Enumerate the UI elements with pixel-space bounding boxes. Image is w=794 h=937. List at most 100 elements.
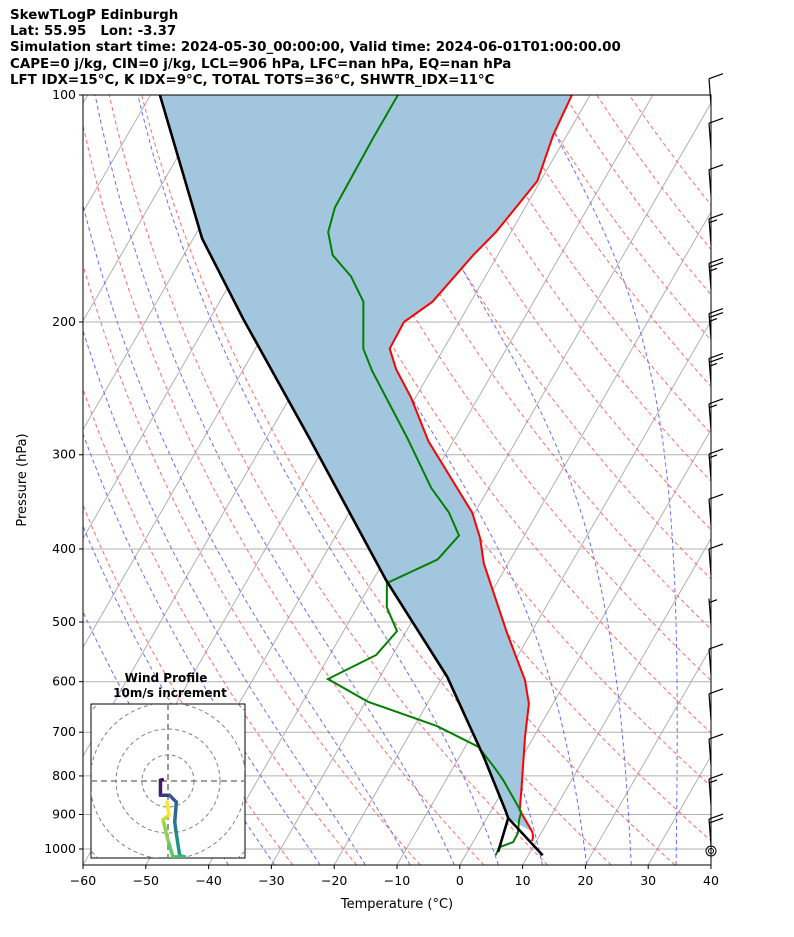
calm-wind-inner-circle bbox=[708, 848, 714, 854]
wind-barb bbox=[708, 598, 718, 625]
hodograph-segment bbox=[173, 800, 179, 824]
dry-adiabat-line bbox=[83, 263, 421, 865]
y-tick-label: 1000 bbox=[44, 841, 76, 856]
moist-adiabat-line bbox=[83, 329, 366, 865]
y-tick-label: 600 bbox=[52, 674, 76, 689]
dry-adiabat-line bbox=[531, 95, 711, 342]
hodograph-segment bbox=[161, 817, 170, 843]
y-tick-label: 100 bbox=[52, 87, 76, 102]
hodograph-subtitle: 10m/s increment bbox=[113, 686, 227, 700]
wind-barb-full bbox=[708, 448, 724, 455]
wind-barb-full bbox=[708, 688, 724, 695]
y-tick-label: 400 bbox=[52, 541, 76, 556]
dry-adiabat-line bbox=[83, 123, 485, 865]
y-tick-label: 800 bbox=[52, 768, 76, 783]
wind-barb-full bbox=[708, 311, 724, 319]
y-tick-label: 700 bbox=[52, 724, 76, 739]
dry-adiabat-line bbox=[303, 95, 711, 682]
wind-barb bbox=[708, 688, 724, 720]
wind-barb-full bbox=[708, 257, 724, 264]
x-tick-label: 40 bbox=[703, 873, 719, 888]
wind-barb-full bbox=[708, 643, 724, 650]
dry-adiabat-line bbox=[368, 95, 711, 580]
wind-barb-full bbox=[708, 117, 724, 124]
x-tick-label: −30 bbox=[258, 873, 284, 888]
wind-barb-staff bbox=[708, 499, 712, 526]
chart-title: SkewTLogP Edinburgh Lat: 55.95 Lon: -3.37… bbox=[10, 8, 621, 89]
parcel-temperature-fill bbox=[159, 95, 572, 832]
x-tick-label: −10 bbox=[384, 873, 410, 888]
title-station: SkewTLogP Edinburgh bbox=[10, 8, 179, 23]
wind-barb bbox=[708, 73, 724, 105]
wind-barb-half bbox=[708, 219, 718, 224]
temperature-profile bbox=[388, 95, 573, 842]
dry-adiabat-line bbox=[466, 95, 711, 435]
moist-adiabat-line bbox=[83, 203, 411, 865]
wind-barb-half bbox=[708, 317, 718, 323]
x-axis-label: Temperature (°C) bbox=[340, 897, 453, 912]
wind-barb bbox=[708, 213, 724, 245]
wind-barb bbox=[708, 117, 724, 150]
wind-barb bbox=[708, 543, 724, 575]
dewpoint-to-lcl-line bbox=[496, 817, 510, 853]
x-tick-label: 10 bbox=[515, 873, 531, 888]
x-tick-label: −60 bbox=[70, 873, 96, 888]
isotherm-line bbox=[83, 95, 89, 105]
x-tick-label: 0 bbox=[456, 873, 464, 888]
hodograph-title: Wind Profile bbox=[125, 671, 208, 685]
hodograph-inset: Wind Profile 10m/s increment bbox=[90, 671, 246, 859]
y-tick-label: 900 bbox=[52, 806, 76, 821]
wind-barb-full bbox=[708, 73, 724, 80]
wind-barb-full bbox=[708, 356, 724, 363]
isotherm-line bbox=[710, 863, 711, 865]
wind-barb-full bbox=[708, 813, 724, 820]
wind-barb-full bbox=[708, 493, 724, 500]
wind-barb-half bbox=[708, 779, 718, 784]
y-tick-label: 500 bbox=[52, 614, 76, 629]
wind-barb bbox=[708, 448, 724, 480]
title-location: Lat: 55.95 Lon: -3.37 bbox=[10, 24, 177, 40]
isotherm-line bbox=[270, 102, 711, 865]
wind-barb-half bbox=[708, 362, 718, 367]
y-axis-label: Pressure (hPa) bbox=[15, 433, 30, 526]
wind-barb-staff bbox=[708, 739, 712, 766]
wind-barb-staff bbox=[708, 78, 712, 105]
dry-adiabat-line bbox=[628, 95, 711, 206]
hodograph-segment bbox=[174, 832, 182, 858]
moist-adiabat-line bbox=[373, 95, 632, 865]
wind-barb-full bbox=[708, 733, 724, 740]
wind-barb-full bbox=[708, 352, 724, 359]
dry-adiabat-line bbox=[336, 95, 711, 630]
dry-adiabat-line bbox=[596, 95, 711, 251]
x-tick-label: −40 bbox=[195, 873, 221, 888]
wind-barb bbox=[708, 164, 724, 196]
y-tick-label: 200 bbox=[52, 314, 76, 329]
hodograph-segment bbox=[166, 838, 175, 858]
moist-adiabat-line bbox=[533, 95, 678, 865]
wind-barb-full bbox=[708, 307, 724, 315]
x-tick-label: −20 bbox=[321, 873, 347, 888]
isotherm-line bbox=[584, 646, 711, 865]
hodograph-plot-area bbox=[91, 704, 245, 858]
dry-adiabat-line bbox=[498, 95, 711, 388]
dry-adiabat-line bbox=[238, 95, 711, 787]
wind-barb bbox=[708, 307, 724, 340]
dry-adiabat-line bbox=[401, 95, 711, 531]
isotherm-line bbox=[522, 537, 711, 865]
dry-adiabat-line bbox=[83, 504, 294, 865]
wind-barb bbox=[708, 257, 724, 290]
wind-barb bbox=[708, 773, 724, 805]
wind-barb-full bbox=[708, 773, 724, 780]
title-indices-1: CAPE=0 j/kg, CIN=0 j/kg, LCL=906 hPa, LF… bbox=[10, 56, 512, 72]
wind-barb bbox=[708, 352, 724, 385]
wind-barb-full bbox=[708, 261, 724, 268]
wind-barb-half bbox=[708, 454, 718, 459]
x-tick-label: 20 bbox=[577, 873, 593, 888]
dry-adiabat-line bbox=[83, 387, 357, 865]
isotherm-line bbox=[333, 210, 711, 865]
wind-barb-half bbox=[708, 267, 718, 272]
dry-adiabat-line bbox=[141, 95, 612, 865]
wind-barb bbox=[708, 493, 724, 526]
